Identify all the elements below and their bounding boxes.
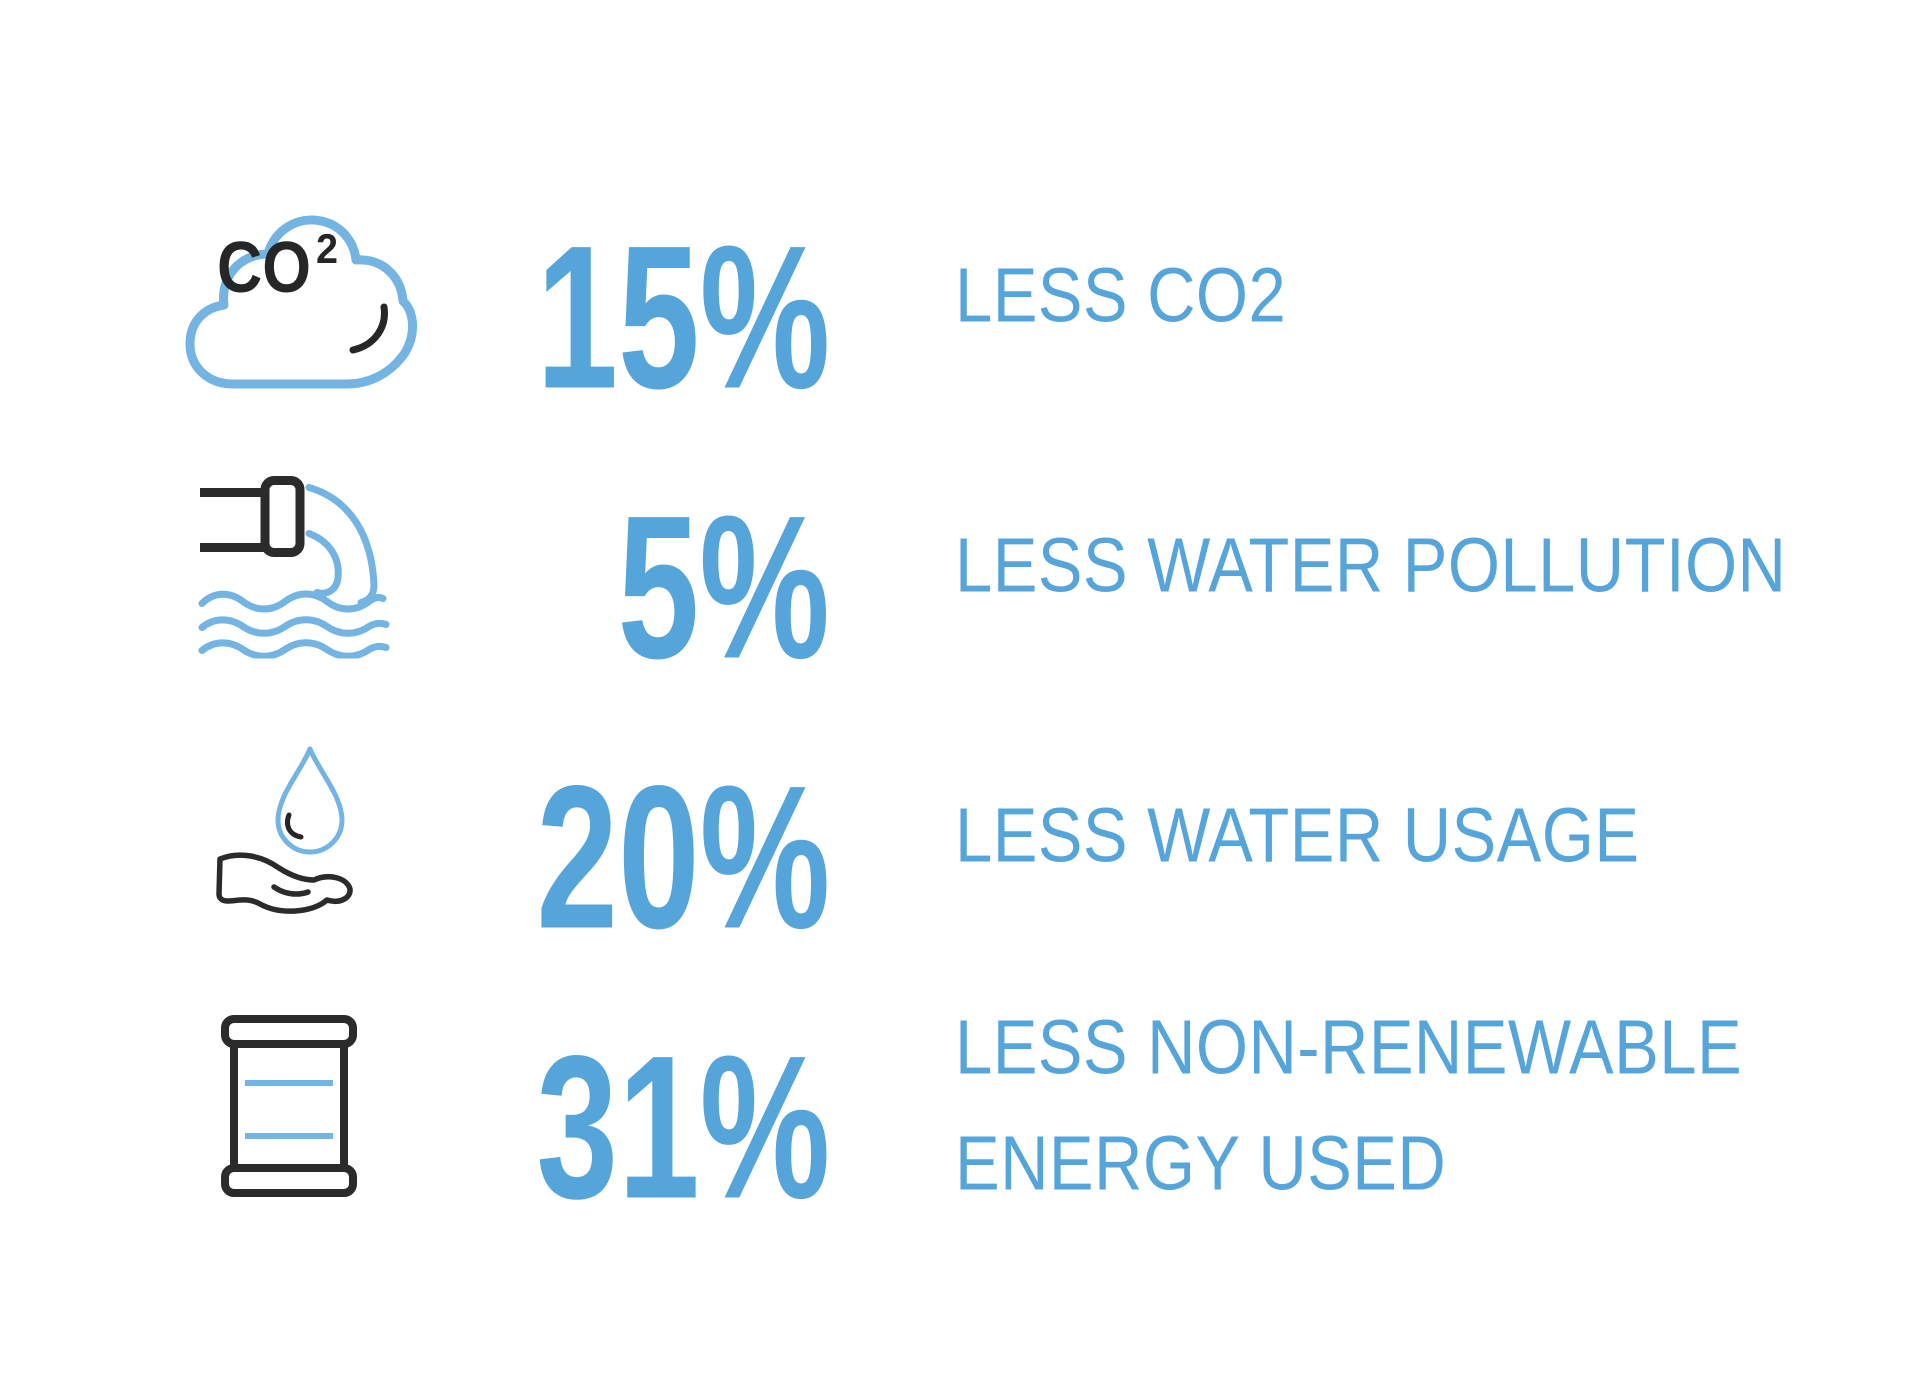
stat-row-water-pollution: 5% LESS WATER POLLUTION [0,431,1912,702]
co2-formula-text: CO [217,228,311,308]
water-drop-hand-icon [210,741,360,931]
stat-value: 20% [536,743,830,972]
co2-cloud-icon: CO 2 [181,203,419,389]
co2-superscript-text: 2 [316,225,338,272]
stat-value: 31% [536,1013,830,1242]
sewage-pipe-icon [197,474,393,659]
stat-label: LESS WATER POLLUTION [955,522,1787,609]
fuel-barrel-icon [221,1015,357,1197]
stat-row-energy: 31% LESS NON-RENEWABLE ENERGY USED [0,971,1912,1242]
stat-label: LESS NON-RENEWABLE ENERGY USED [955,1004,1743,1207]
stat-row-water-usage: 20% LESS WATER USAGE [0,701,1912,972]
stat-row-co2: CO 2 15% LESS CO2 [0,161,1912,432]
stat-label: LESS CO2 [955,252,1287,339]
stat-value: 15% [536,203,830,432]
stat-value: 5% [617,473,830,702]
stat-label: LESS WATER USAGE [955,792,1640,879]
